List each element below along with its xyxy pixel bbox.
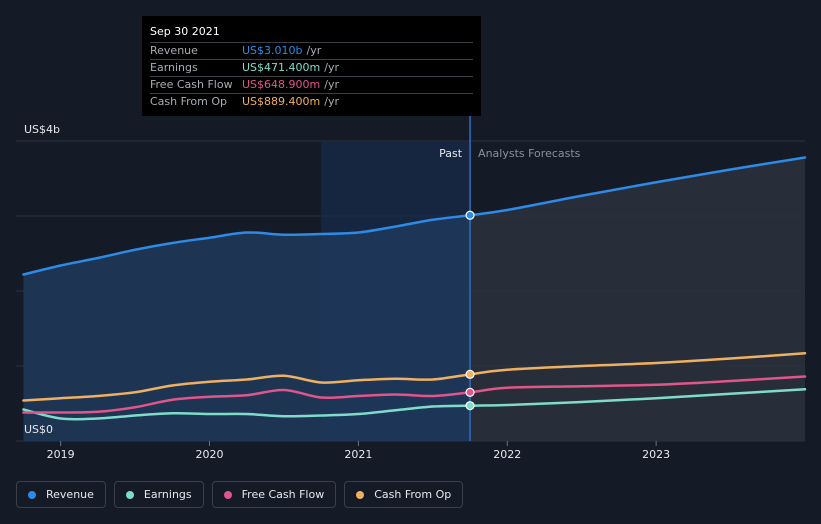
series-line-free-cash-flow (22, 375, 807, 414)
legend-dot-icon (356, 490, 365, 499)
series-marker-revenue (465, 210, 475, 220)
tooltip-date: Sep 30 2021 (150, 25, 220, 38)
legend-label: Free Cash Flow (241, 488, 325, 501)
past-label: Past (439, 147, 463, 160)
tooltip-value: US$889.400m (242, 95, 321, 108)
series-line-revenue (22, 156, 807, 276)
tooltip-unit: /yr (324, 95, 339, 108)
legend-label: Revenue (46, 488, 94, 501)
revenue-area-forecast (470, 157, 805, 441)
tooltip-row: Free Cash Flow US$648.900m/yr (150, 76, 473, 93)
y-axis-top-label: US$4b (24, 123, 60, 136)
x-tick-label: 2019 (47, 448, 75, 461)
tooltip-label: Earnings (150, 61, 198, 74)
tooltip-value: US$471.400m (242, 61, 321, 74)
series-markers (465, 210, 475, 411)
legend-label: Cash From Op (374, 488, 452, 501)
revenue-area-past (23, 215, 471, 441)
tooltip-unit: /yr (324, 61, 339, 74)
series-areas (23, 157, 805, 441)
series-marker-cash-from-op (465, 369, 475, 379)
x-axis-ticks: 2019 2020 2021 2022 2023 (47, 441, 670, 461)
x-tick-label: 2023 (642, 448, 670, 461)
tooltip-unit: /yr (324, 78, 339, 91)
forecast-label: Analysts Forecasts (478, 147, 581, 160)
tooltip-value: US$648.900m (242, 78, 321, 91)
x-tick-label: 2020 (196, 448, 224, 461)
tooltip-row: Revenue US$3.010b/yr (150, 42, 473, 59)
x-tick-label: 2022 (493, 448, 521, 461)
tooltip-unit: /yr (306, 44, 322, 57)
tooltip-label: Free Cash Flow (150, 78, 233, 91)
x-tick-label: 2021 (344, 448, 372, 461)
series-line-earnings (22, 388, 807, 421)
series-line-cash-from-op (22, 352, 807, 402)
tooltip-value: US$3.010b (242, 44, 303, 57)
legend-item-cash-from-op[interactable]: Cash From Op (344, 481, 464, 508)
y-axis-bottom-label: US$0 (24, 423, 53, 436)
tooltip-label: Cash From Op (150, 95, 228, 108)
series-marker-free-cash-flow (465, 387, 475, 397)
legend-dot-icon (28, 490, 36, 499)
legend-item-earnings[interactable]: Earnings (113, 481, 204, 508)
legend-label: Earnings (143, 488, 192, 501)
legend-item-free-cash-flow[interactable]: Free Cash Flow (211, 481, 337, 508)
tooltip-row: Cash From Op US$889.400m/yr (150, 93, 473, 110)
legend-dot-icon (125, 490, 134, 499)
legend-item-revenue[interactable]: Revenue (16, 481, 106, 508)
legend: Revenue Earnings Free Cash Flow Cash From O… (16, 481, 464, 508)
hover-tooltip: Sep 30 2021 Revenue US$3.010b/yr Earnings U… (142, 16, 481, 116)
tooltip-row: Earnings US$471.400m/yr (150, 59, 473, 76)
series-marker-earnings (465, 401, 475, 411)
series-lines (22, 156, 807, 421)
legend-dot-icon (223, 490, 232, 499)
tooltip-label: Revenue (150, 44, 198, 57)
